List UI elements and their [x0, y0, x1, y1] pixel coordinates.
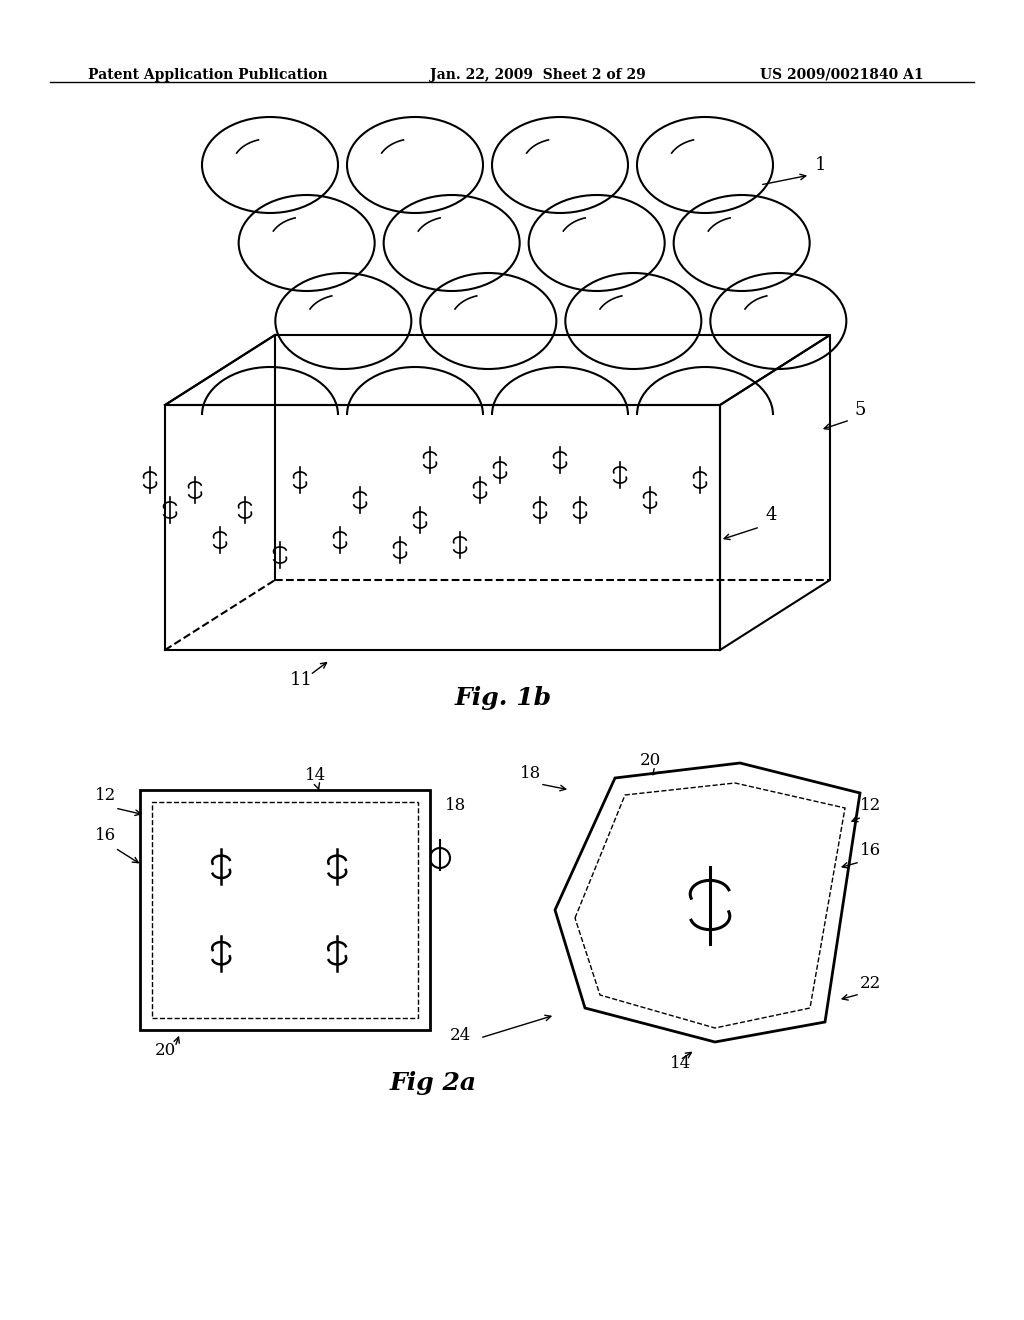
Text: US 2009/0021840 A1: US 2009/0021840 A1	[760, 69, 924, 82]
Text: 12: 12	[95, 787, 117, 804]
Text: 20: 20	[640, 752, 662, 770]
Text: 11: 11	[290, 671, 313, 689]
Text: 16: 16	[860, 842, 881, 859]
Text: Jan. 22, 2009  Sheet 2 of 29: Jan. 22, 2009 Sheet 2 of 29	[430, 69, 646, 82]
Text: Fig 2a: Fig 2a	[390, 1071, 477, 1096]
Text: 1: 1	[815, 156, 826, 174]
Text: 5: 5	[855, 401, 866, 418]
Text: 18: 18	[520, 766, 542, 781]
Text: 20: 20	[155, 1041, 176, 1059]
Text: 16: 16	[95, 828, 116, 843]
Text: 4: 4	[765, 506, 776, 524]
FancyBboxPatch shape	[140, 789, 430, 1030]
Text: 14: 14	[305, 767, 327, 784]
Text: 24: 24	[450, 1027, 471, 1044]
Text: 18: 18	[445, 797, 466, 814]
Text: Patent Application Publication: Patent Application Publication	[88, 69, 328, 82]
Text: 14: 14	[670, 1055, 691, 1072]
Text: 12: 12	[860, 797, 882, 814]
Text: 22: 22	[860, 975, 882, 993]
Polygon shape	[555, 763, 860, 1041]
Text: Fig. 1b: Fig. 1b	[455, 686, 552, 710]
